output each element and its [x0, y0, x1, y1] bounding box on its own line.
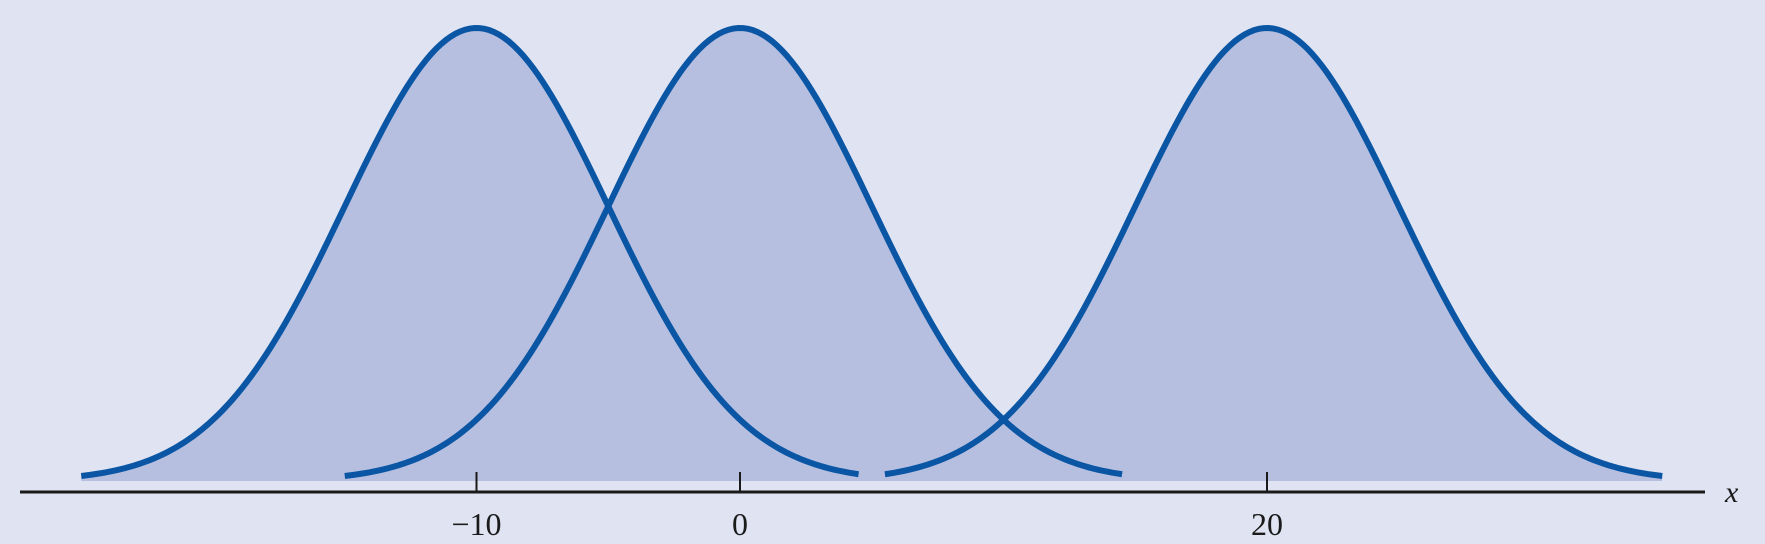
- x-tick-label: 0: [732, 506, 748, 542]
- curve-line-1: [80, 25, 860, 479]
- curve-line-2: [344, 25, 1123, 479]
- curve-line-3: [884, 25, 1663, 479]
- curve-fill-2: [344, 28, 1123, 481]
- curve-fill-3: [884, 28, 1663, 481]
- x-tick-label: −10: [451, 506, 501, 542]
- x-axis-ticks: −10 0 20: [451, 472, 1283, 542]
- curve-strokes: [80, 25, 1663, 479]
- x-axis-label: x: [1724, 476, 1739, 509]
- curve-fills: [81, 28, 1663, 481]
- x-tick-label: 20: [1251, 506, 1283, 542]
